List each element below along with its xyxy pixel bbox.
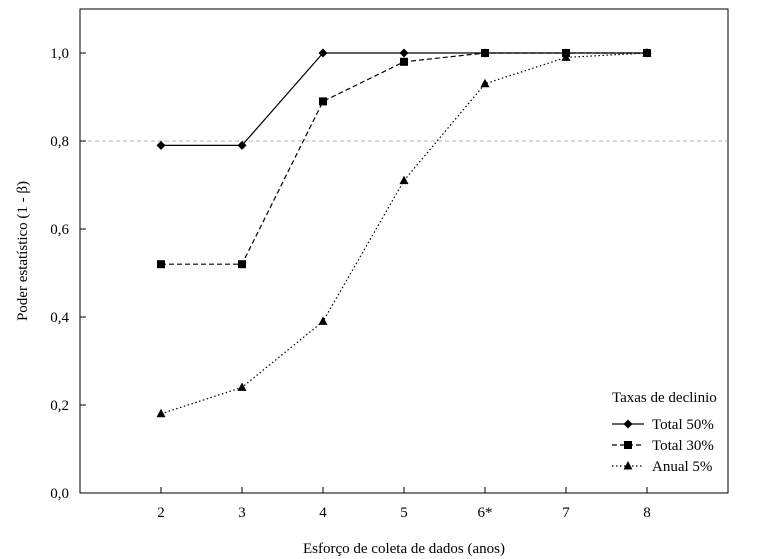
x-tick-label: 3 — [238, 505, 246, 521]
data-point — [319, 97, 327, 106]
x-ticks: 2 3 4 5 6* 7 8 — [157, 487, 651, 521]
data-point — [399, 48, 409, 58]
legend-items: Total 50% Total 30% Anual 5% — [612, 417, 714, 475]
x-tick-label: 2 — [157, 505, 165, 521]
legend-label: Total 30% — [652, 438, 714, 454]
data-point — [156, 408, 166, 418]
data-point — [480, 78, 490, 88]
data-point — [237, 140, 247, 150]
x-tick-label: 7 — [562, 505, 570, 521]
y-axis-label: Poder estatístico (1 - β) — [15, 181, 31, 321]
series-group — [156, 48, 652, 418]
series-line — [161, 52, 647, 265]
y-ticks: 0,0 0,2 0,4 0,6 0,8 1,0 — [50, 46, 86, 502]
series-3 — [156, 48, 652, 418]
series-line — [160, 52, 648, 415]
x-tick-label: 6* — [478, 505, 493, 521]
data-point — [561, 52, 571, 61]
legend-label: Total 50% — [652, 417, 714, 433]
x-tick-label: 5 — [400, 505, 408, 521]
data-point — [237, 382, 247, 391]
legend-marker — [623, 461, 633, 470]
data-point — [157, 260, 165, 269]
data-point — [399, 175, 409, 185]
x-tick-label: 4 — [319, 505, 327, 521]
y-tick-label: 0,6 — [50, 222, 69, 238]
legend-title: Taxas de declinio — [612, 390, 717, 406]
data-point — [156, 140, 166, 150]
legend-item: Anual 5% — [612, 459, 712, 475]
x-axis-label: Esforço de coleta de dados (anos) — [303, 541, 505, 557]
y-tick-label: 0,2 — [50, 398, 69, 414]
data-point — [642, 48, 652, 57]
legend-label: Anual 5% — [652, 459, 712, 475]
data-point — [400, 57, 408, 66]
legend-item: Total 30% — [612, 438, 714, 454]
legend-item: Total 50% — [612, 417, 714, 433]
series-2 — [157, 49, 651, 269]
y-tick-label: 1,0 — [50, 46, 69, 62]
legend-marker — [623, 419, 633, 429]
data-point — [238, 260, 246, 269]
legend: Taxas de declinio Total 50% Total 30% Anua… — [612, 390, 717, 475]
data-point — [481, 49, 489, 57]
legend-marker — [624, 441, 632, 449]
data-point — [318, 316, 328, 325]
y-tick-label: 0,4 — [50, 310, 69, 326]
y-tick-label: 0,0 — [50, 486, 69, 502]
data-point — [318, 48, 328, 58]
plot-frame — [79, 8, 729, 494]
series-line — [161, 52, 647, 146]
y-tick-label: 0,8 — [50, 134, 69, 150]
x-tick-label: 8 — [643, 505, 651, 521]
